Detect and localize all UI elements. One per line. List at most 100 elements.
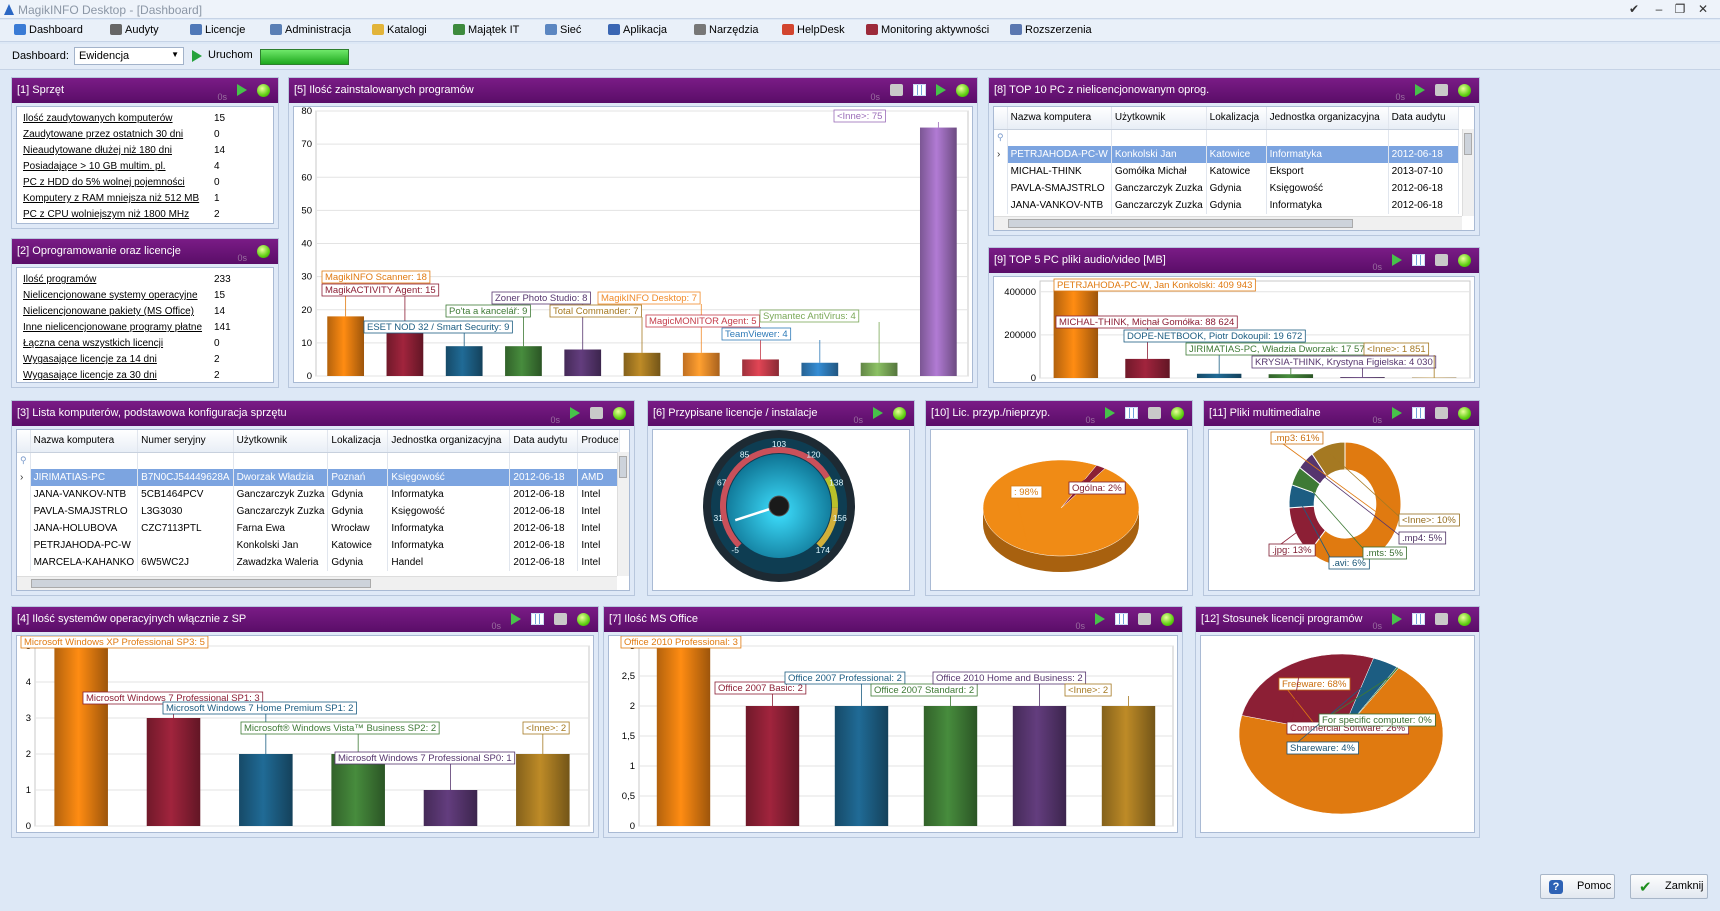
- filter-cell[interactable]: [1206, 129, 1267, 146]
- status-ok-icon[interactable]: [893, 407, 906, 420]
- table-cell[interactable]: Informatyka: [387, 537, 511, 554]
- menu-8[interactable]: Narzędzia: [694, 24, 759, 36]
- list-item-label[interactable]: Wygasające licencje za 14 dni: [23, 354, 157, 365]
- table-cell[interactable]: Ganczarczyk Zuzka: [1111, 180, 1207, 197]
- table-cell[interactable]: Intel: [577, 520, 621, 537]
- table-cell[interactable]: Informatyka: [1266, 197, 1389, 214]
- filter-cell[interactable]: [509, 452, 579, 469]
- list-item[interactable]: PC z HDD do 5% wolnej pojemności 0: [23, 177, 220, 188]
- list-item-label[interactable]: Nielicencjonowane systemy operacyjne: [23, 290, 198, 301]
- refresh-play-icon[interactable]: [1392, 254, 1402, 266]
- column-header[interactable]: Użytkownik: [233, 430, 329, 453]
- print-icon[interactable]: [1435, 407, 1448, 419]
- table-row[interactable]: PETRJAHODA-PC-W Konkolski Jan Katowice Info…: [17, 537, 621, 554]
- table-cell[interactable]: Księgowość: [387, 503, 511, 520]
- table-row[interactable]: PAVLA-SMAJSTRLO L3G3030 Ganczarczyk Zuzka G…: [17, 503, 621, 520]
- bar[interactable]: [445, 346, 483, 376]
- table-cell[interactable]: 6W5WC2J: [137, 554, 234, 571]
- print-icon[interactable]: [590, 407, 603, 419]
- table-cell[interactable]: Ganczarczyk Zuzka: [233, 503, 329, 520]
- table-cell[interactable]: Katowice: [1206, 163, 1267, 180]
- bar[interactable]: [923, 706, 978, 826]
- list-item[interactable]: Inne nielicencjonowane programy płatne 14…: [23, 322, 231, 333]
- bar[interactable]: [516, 754, 570, 826]
- help-button[interactable]: ? Pomoc: [1540, 874, 1615, 899]
- table-cell[interactable]: JANA-HOLUBOVA: [30, 520, 139, 537]
- list-item-label[interactable]: PC z HDD do 5% wolnej pojemności: [23, 177, 185, 188]
- table-cell[interactable]: 2012-06-18: [509, 520, 579, 537]
- table-cell[interactable]: 2012-06-18: [509, 469, 579, 486]
- menu-3[interactable]: Administracja: [270, 24, 351, 36]
- column-header[interactable]: Jednostka organizacyjna: [387, 430, 511, 453]
- table-cell[interactable]: 2012-06-18: [1388, 180, 1459, 197]
- restore-button[interactable]: ❐: [1674, 2, 1686, 16]
- bar[interactable]: [1340, 377, 1385, 378]
- list-item[interactable]: Nielicencjonowane systemy operacyjne 15: [23, 290, 225, 301]
- filter-icon[interactable]: ⚲: [17, 452, 31, 469]
- pie-slice[interactable]: [1238, 667, 1444, 815]
- refresh-play-icon[interactable]: [1392, 613, 1402, 625]
- table-cell[interactable]: Eksport: [1266, 163, 1389, 180]
- refresh-play-icon[interactable]: [1415, 84, 1425, 96]
- table-view-icon[interactable]: [1412, 613, 1425, 625]
- status-ok-icon[interactable]: [1458, 84, 1471, 97]
- table-cell[interactable]: 5CB1464PCV: [137, 486, 234, 503]
- bar[interactable]: [1053, 289, 1099, 378]
- menu-10[interactable]: Monitoring aktywności: [866, 24, 989, 36]
- table-cell[interactable]: Ganczarczyk Zuzka: [233, 486, 329, 503]
- table-cell[interactable]: 2013-07-10: [1388, 163, 1459, 180]
- filter-icon[interactable]: ⚲: [994, 129, 1008, 146]
- table-cell[interactable]: Gdynia: [327, 486, 389, 503]
- list-item[interactable]: Nielicencjonowane pakiety (MS Office) 14: [23, 306, 225, 317]
- list-item[interactable]: Łączna cena wszystkich licencji 0: [23, 338, 220, 349]
- column-header[interactable]: Numer seryjny: [137, 430, 234, 453]
- table-cell[interactable]: Ganczarczyk Zuzka: [1111, 197, 1207, 214]
- column-header[interactable]: Użytkownik: [1111, 107, 1207, 130]
- bar[interactable]: [1196, 373, 1242, 378]
- table-cell[interactable]: MARCELA-KAHANKO: [30, 554, 139, 571]
- table-cell[interactable]: AMD: [577, 469, 621, 486]
- bar[interactable]: [386, 326, 424, 376]
- table-view-icon[interactable]: [1115, 613, 1128, 625]
- print-icon[interactable]: [890, 84, 903, 96]
- status-ok-icon[interactable]: [956, 84, 969, 97]
- menu-5[interactable]: Majątek IT: [453, 24, 519, 36]
- table-cell[interactable]: JIRIMATIAS-PC: [30, 469, 139, 486]
- menu-9[interactable]: HelpDesk: [782, 24, 845, 36]
- menu-6[interactable]: Sieć: [545, 24, 581, 36]
- bar[interactable]: [1101, 706, 1156, 826]
- table-cell[interactable]: Katowice: [1206, 146, 1267, 163]
- table-cell[interactable]: Konkolski Jan: [233, 537, 329, 554]
- refresh-play-icon[interactable]: [936, 84, 946, 96]
- list-item[interactable]: Wygasające licencje za 14 dni 2: [23, 354, 220, 365]
- list-item-label[interactable]: Wygasające licencje za 30 dni: [23, 370, 157, 381]
- table-cell[interactable]: Zawadzka Waleria: [233, 554, 329, 571]
- table-cell[interactable]: Informatyka: [1266, 146, 1389, 163]
- table-cell[interactable]: Dworzak Władzia: [233, 469, 329, 486]
- table-cell[interactable]: Księgowość: [387, 469, 511, 486]
- list-item[interactable]: Ilość zaudytowanych komputerów 15: [23, 113, 225, 124]
- bar[interactable]: [860, 362, 898, 376]
- list-item-label[interactable]: Ilość zaudytowanych komputerów: [23, 113, 173, 124]
- refresh-play-icon[interactable]: [873, 407, 883, 419]
- table-cell[interactable]: MICHAL-THINK: [1007, 163, 1112, 180]
- table-row[interactable]: JANA-VANKOV-NTB Ganczarczyk Zuzka Gdynia In…: [994, 197, 1459, 214]
- list-item-label[interactable]: Zaudytowane przez ostatnich 30 dni: [23, 129, 184, 140]
- table-cell[interactable]: Informatyka: [387, 520, 511, 537]
- list-item[interactable]: Ilość programów 233: [23, 274, 231, 285]
- list-item[interactable]: PC z CPU wolniejszym niż 1800 MHz 2: [23, 209, 220, 220]
- bar[interactable]: [801, 362, 839, 376]
- scroll-thumb[interactable]: [1008, 219, 1353, 228]
- minimize-button[interactable]: –: [1655, 2, 1663, 16]
- table-cell[interactable]: Intel: [577, 537, 621, 554]
- table-row[interactable]: › PETRJAHODA-PC-W Konkolski Jan Katowice Inf…: [994, 146, 1459, 163]
- list-item-label[interactable]: Inne nielicencjonowane programy płatne: [23, 322, 203, 333]
- table-view-icon[interactable]: [531, 613, 544, 625]
- status-ok-icon[interactable]: [577, 613, 590, 626]
- status-ok-icon[interactable]: [1458, 254, 1471, 267]
- bar[interactable]: [1268, 374, 1314, 378]
- print-icon[interactable]: [1148, 407, 1161, 419]
- bar[interactable]: [656, 646, 711, 826]
- table-cell[interactable]: Handel: [387, 554, 511, 571]
- table-cell[interactable]: Intel: [577, 486, 621, 503]
